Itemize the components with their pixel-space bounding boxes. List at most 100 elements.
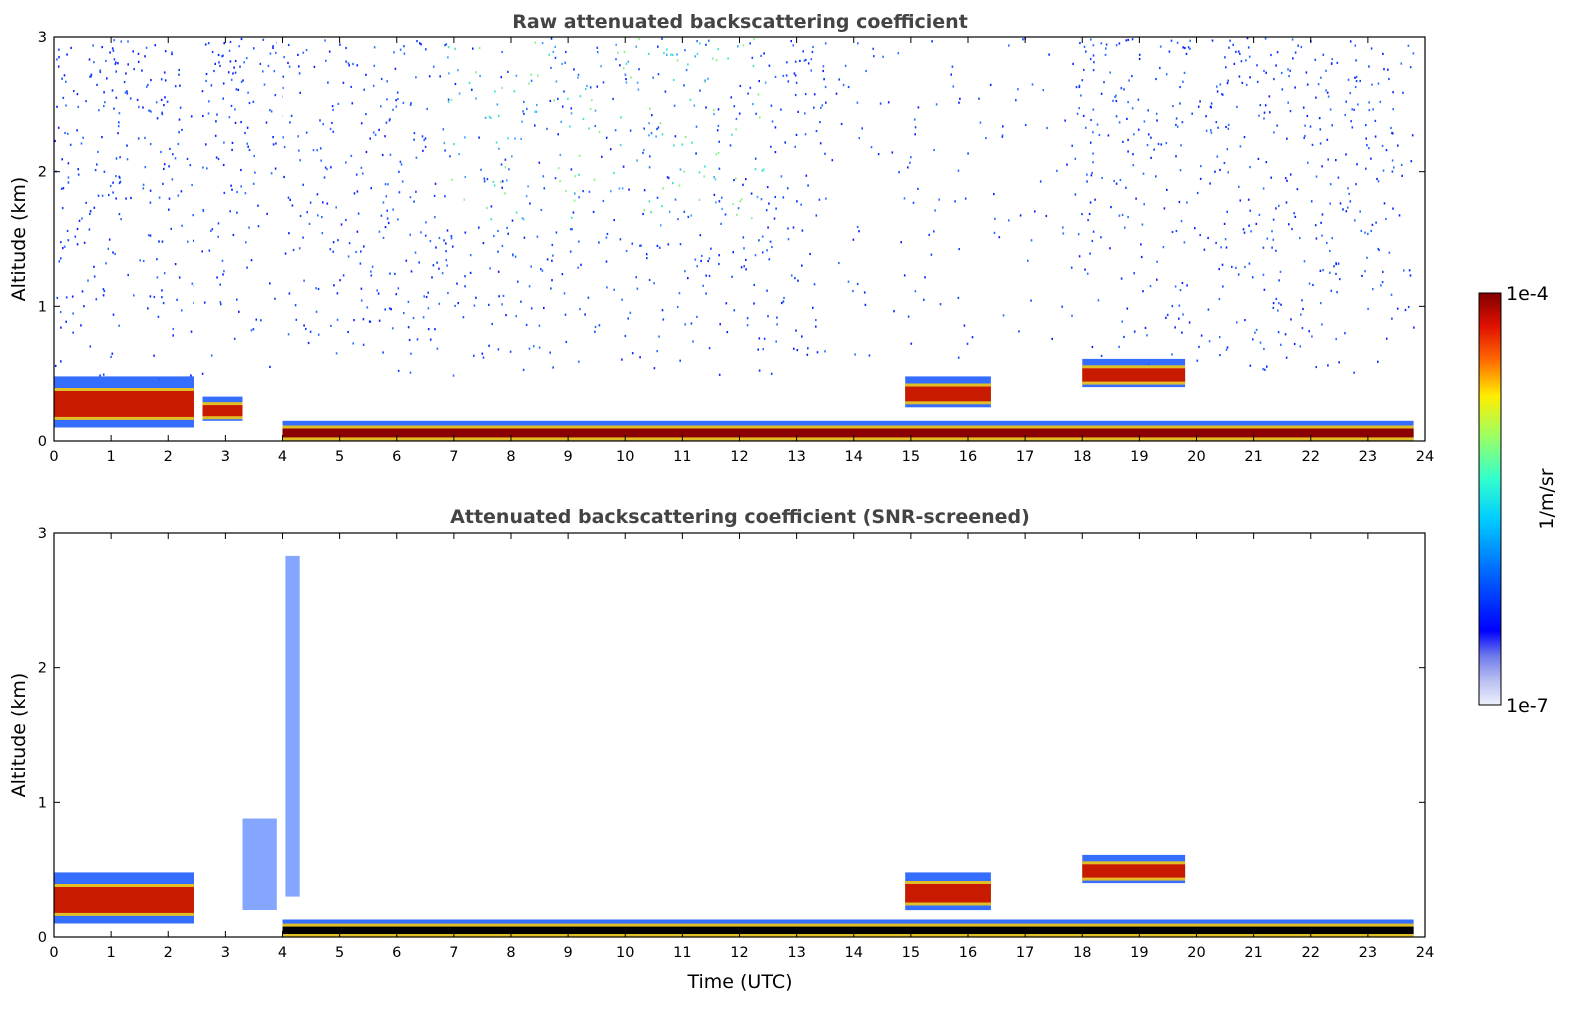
speckle-mark <box>108 238 111 241</box>
speckle-mark <box>1131 107 1134 110</box>
speckle-mark <box>530 307 533 310</box>
speckle-mark <box>598 241 600 244</box>
speckle-mark <box>142 259 145 263</box>
speckle-mark <box>436 261 438 264</box>
speckle-mark <box>815 214 818 217</box>
speckle-mark <box>363 88 365 91</box>
speckle-mark <box>705 292 707 295</box>
speckle-mark <box>564 61 566 64</box>
feature-core <box>1082 864 1186 878</box>
speckle-mark <box>824 85 827 89</box>
speckle-mark <box>657 126 660 129</box>
speckle-mark <box>233 337 236 340</box>
speckle-mark <box>594 124 597 128</box>
speckle-mark <box>1360 229 1363 232</box>
speckle-mark <box>514 137 516 140</box>
speckle-mark <box>161 296 163 299</box>
speckle-mark <box>1388 77 1390 81</box>
speckle-mark <box>1146 334 1148 337</box>
speckle-mark <box>1266 237 1269 240</box>
speckle-mark <box>1376 177 1378 181</box>
y-tick-label: 0 <box>38 930 47 946</box>
speckle-mark <box>292 248 295 252</box>
speckle-mark <box>394 67 397 70</box>
speckle-mark <box>399 160 402 163</box>
speckle-mark <box>1257 157 1260 160</box>
speckle-mark <box>1224 238 1227 241</box>
speckle-mark <box>676 59 679 62</box>
speckle-mark <box>275 142 277 145</box>
speckle-mark <box>1400 62 1403 65</box>
speckle-mark <box>751 217 753 220</box>
speckle-mark <box>858 230 860 233</box>
speckle-mark <box>204 43 207 46</box>
speckle-mark <box>139 259 141 262</box>
speckle-mark <box>102 294 105 297</box>
speckle-mark <box>1159 45 1162 48</box>
speckle-mark <box>825 197 827 200</box>
speckle-mark <box>520 300 522 303</box>
speckle-mark <box>395 293 398 296</box>
speckle-mark <box>847 280 850 283</box>
speckle-mark <box>1092 54 1095 57</box>
speckle-mark <box>172 327 175 331</box>
speckle-mark <box>247 145 249 148</box>
speckle-mark <box>290 114 293 117</box>
speckle-mark <box>433 194 436 197</box>
speckle-mark <box>66 132 69 135</box>
speckle-mark <box>1240 60 1243 63</box>
x-tick-label: 21 <box>1244 449 1262 465</box>
speckle-mark <box>403 45 405 48</box>
speckle-mark <box>811 50 814 54</box>
speckle-mark <box>315 287 317 290</box>
speckle-mark <box>302 236 304 239</box>
speckle-mark <box>1133 330 1136 333</box>
speckle-mark <box>513 90 516 93</box>
speckle-mark <box>755 112 757 115</box>
speckle-mark <box>231 188 233 191</box>
speckle-mark <box>1245 59 1247 62</box>
speckle-mark <box>1209 182 1211 185</box>
speckle-mark <box>577 266 579 269</box>
speckle-mark <box>1143 120 1146 123</box>
speckle-mark <box>1315 96 1317 99</box>
speckle-mark <box>1236 321 1238 324</box>
speckle-mark <box>269 52 272 55</box>
speckle-mark <box>351 102 354 105</box>
speckle-mark <box>662 318 665 321</box>
speckle-mark <box>283 56 285 59</box>
speckle-mark <box>840 122 843 126</box>
speckle-mark <box>678 184 681 187</box>
speckle-mark <box>731 133 733 136</box>
speckle-mark <box>112 191 114 194</box>
speckle-mark <box>667 243 670 246</box>
speckle-mark <box>96 83 98 86</box>
speckle-mark <box>392 327 394 330</box>
speckle-mark <box>1027 259 1029 262</box>
speckle-mark <box>401 180 404 183</box>
speckle-mark <box>378 319 381 322</box>
speckle-mark <box>842 83 845 87</box>
speckle-mark <box>852 238 855 241</box>
speckle-mark <box>1325 69 1327 72</box>
speckle-mark <box>1251 276 1254 279</box>
speckle-mark <box>1318 117 1321 120</box>
speckle-mark <box>1300 45 1303 49</box>
speckle-mark <box>283 175 285 179</box>
speckle-mark <box>805 58 807 62</box>
speckle-mark <box>288 292 291 295</box>
speckle-mark <box>362 172 364 175</box>
x-tick-label: 4 <box>278 945 287 961</box>
speckle-mark <box>230 184 232 187</box>
speckle-mark <box>1091 239 1094 243</box>
speckle-mark <box>1242 228 1245 231</box>
speckle-mark <box>768 258 771 261</box>
speckle-mark <box>765 209 768 212</box>
speckle-mark <box>1280 71 1283 75</box>
speckle-mark <box>223 141 225 144</box>
speckle-mark <box>160 150 162 154</box>
speckle-mark <box>124 91 127 94</box>
speckle-mark <box>625 81 628 84</box>
speckle-mark <box>1191 112 1193 115</box>
speckle-mark <box>238 310 240 313</box>
